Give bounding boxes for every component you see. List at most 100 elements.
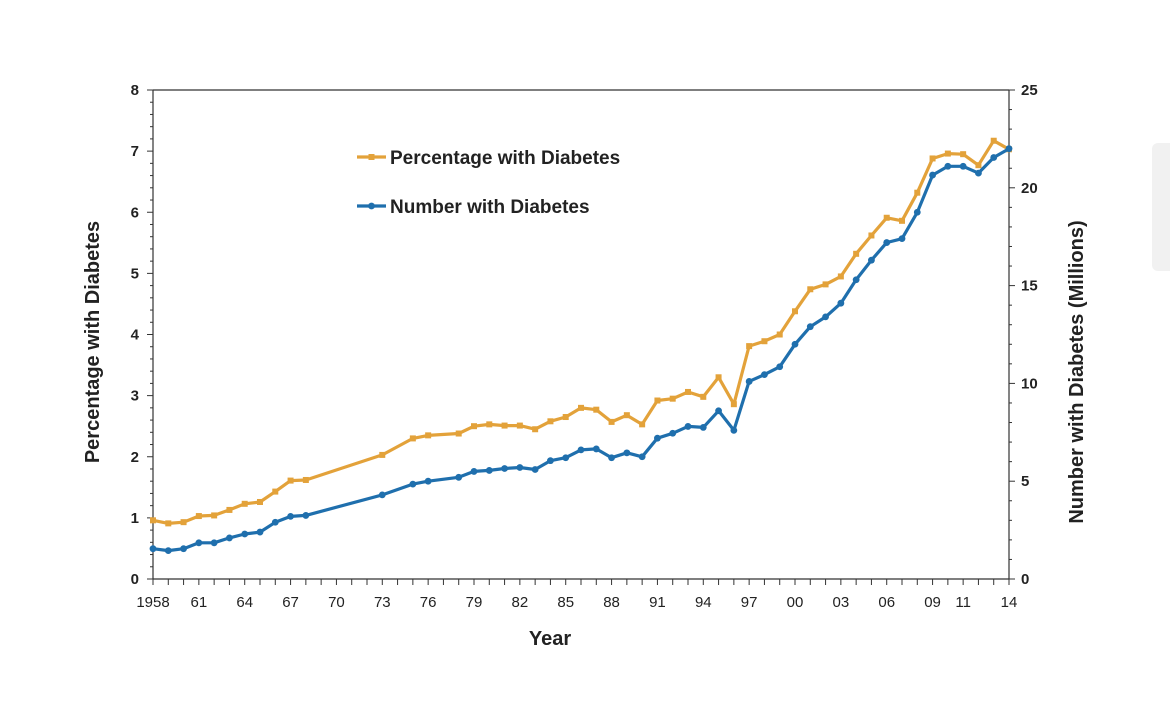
series-marker [210,539,218,547]
series-marker [700,393,707,400]
series-marker [959,162,967,170]
series-marker [929,155,936,162]
left-tick-label: 3 [131,388,139,405]
series-marker [807,286,814,293]
x-tick-label: 1958 [136,594,169,611]
x-axis: 1958 61 64 67 70 73 76 79 82 85 88 91 94 97 00 03 06 09 11… [136,579,1017,611]
series-marker [531,466,539,473]
series-marker [898,235,906,243]
series-marker [593,406,600,413]
series-marker [868,256,875,264]
left-y-axis-title: Percentage with Diabetes [82,221,104,463]
series-marker [211,512,218,519]
series-marker [241,530,249,538]
series-marker [608,418,615,425]
series-marker [746,343,753,350]
series-marker [745,378,753,385]
series-marker [226,506,233,513]
series-marker [899,217,905,224]
x-tick-label: 97 [741,594,758,611]
x-tick-label: 91 [649,594,666,611]
series-marker [424,477,432,485]
series-marker [165,520,172,527]
left-tick-label: 1 [131,510,139,527]
x-axis-title: Year [529,628,571,650]
series-marker [547,457,554,465]
series-marker [929,171,936,179]
series-marker [409,435,416,442]
series-marker [715,374,722,381]
series-marker [455,430,462,437]
scrollbar-thumb[interactable] [1152,143,1170,271]
series-marker [975,169,982,177]
series-marker [379,451,386,458]
left-tick-label: 6 [131,204,139,221]
x-tick-label: 06 [878,594,895,611]
legend-label: Percentage with Diabetes [390,148,620,169]
series-marker [592,445,600,453]
series-marker [471,423,477,430]
series-marker [486,421,493,428]
series-marker [150,517,156,524]
series-marker [516,464,524,471]
series-marker [914,189,921,196]
series-marker [287,477,294,484]
x-tick-label: 94 [695,594,712,611]
legend-item: Percentage with Diabetes [357,148,620,169]
series-marker [852,276,860,284]
series-marker [501,465,508,472]
series-marker [287,513,294,520]
right-tick-label: 15 [1021,278,1038,295]
series-marker [302,512,310,519]
series-marker [256,528,264,536]
series-marker [883,239,891,246]
series-marker [990,154,998,161]
left-tick-label: 0 [131,571,139,588]
series-marker [180,519,187,526]
legend-item: Number with Diabetes [357,197,590,218]
series-marker [562,414,569,421]
series-marker [761,371,768,378]
series-marker [730,426,738,434]
series-marker [470,468,478,475]
series-marker [272,488,279,495]
series-marker [837,299,845,307]
legend-marker [368,154,375,160]
x-tick-label: 85 [557,594,574,611]
series-marker [378,491,386,499]
x-tick-label: 14 [1001,594,1018,611]
series-marker [699,424,707,431]
series-marker [776,331,783,338]
series-marker [409,480,417,488]
series-marker [578,404,584,411]
series-marker [822,313,829,321]
series-marker [608,454,615,462]
right-tick-label: 10 [1021,375,1038,392]
series-marker [654,397,661,404]
right-tick-label: 20 [1021,180,1038,197]
x-tick-label: 00 [787,594,804,611]
series-marker [501,422,508,429]
series-marker [562,454,570,462]
x-tick-label: 11 [955,594,971,611]
x-tick-label: 76 [420,594,437,611]
series-marker [776,363,784,371]
series-marker [516,422,523,429]
series-marker [944,162,952,170]
series-marker [913,208,921,216]
series-marker [990,137,997,144]
series-marker [806,323,814,331]
series-marker [547,418,554,425]
right-y-axis: 0 5 10 15 20 25 [1009,82,1038,588]
series-marker [257,498,263,505]
x-tick-label: 61 [191,594,208,611]
series-marker [730,401,737,408]
series-marker [761,338,768,345]
series-marker [975,162,982,169]
x-tick-label: 09 [924,594,941,611]
x-tick-label: 67 [282,594,299,611]
left-tick-label: 5 [131,265,139,282]
series-marker [960,151,967,158]
left-tick-label: 7 [131,143,139,160]
